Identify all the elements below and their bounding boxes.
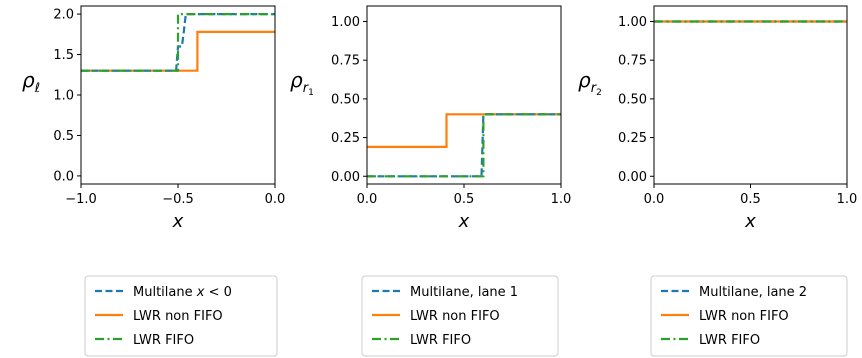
y-tick-label: 0.75: [331, 54, 360, 69]
legend-label: Multilane, lane 2: [699, 285, 807, 300]
series-line: [367, 113, 561, 178]
x-tick-label: 0.0: [644, 192, 665, 207]
x-tick-label: −0.5: [162, 192, 194, 207]
y-tick-label: 1.5: [53, 48, 74, 63]
x-tick-label: 0.5: [740, 192, 761, 207]
y-tick-label: 0.75: [618, 54, 647, 69]
y-tick-label: 0.50: [331, 92, 360, 107]
panel-3: 0.0 0.5 1.0 0.00 0.25 0.50 0.75 1.00 x ρr2 Multila…: [578, 5, 858, 357]
axes-frame: [653, 5, 848, 185]
panel-2: 0.0 0.5 1.0 0.00 0.25 0.50 0.75 1.00 x ρr1 Multila…: [290, 5, 572, 357]
x-axis-label: x: [172, 211, 184, 232]
y-tick-label: 1.00: [618, 15, 647, 30]
y-tick-label: 0.00: [331, 170, 360, 185]
x-tick-label: 0.0: [357, 192, 378, 207]
x-tick-label: −1.0: [65, 192, 97, 207]
legend-frame: [84, 275, 278, 357]
legend-label: LWR FIFO: [133, 333, 194, 348]
legend-label: LWR FIFO: [699, 333, 760, 348]
y-tick-label: 0.25: [331, 131, 360, 146]
y-tick-label: 1.00: [331, 15, 360, 30]
x-tick-label: 0.0: [265, 192, 286, 207]
y-tick-label: 1.0: [53, 89, 74, 104]
legend-label: LWR FIFO: [410, 333, 471, 348]
legend-frame: [650, 275, 848, 357]
x-axis-label: x: [458, 211, 470, 232]
x-tick-label: 0.5: [454, 192, 475, 207]
legend-label: LWR non FIFO: [133, 309, 223, 324]
y-axis-label: ρr1: [290, 68, 314, 98]
series-group: [81, 13, 275, 72]
y-tick-label: 0.25: [618, 131, 647, 146]
y-tick-label: 2.0: [53, 8, 74, 23]
series-line: [81, 13, 275, 72]
legend: Multilane x < 0 LWR non FIFO LWR FIFO: [84, 275, 278, 357]
series-line: [367, 113, 561, 178]
legend-label: LWR non FIFO: [410, 309, 500, 324]
y-axis-label: ρr2: [578, 68, 602, 98]
x-tick-label: 1.0: [837, 192, 858, 207]
series-line: [367, 113, 561, 148]
panel-1: −1.0 −0.5 0.0 0.0 0.5 1.0 1.5 2.0 x ρℓ Multilane x…: [22, 5, 286, 357]
legend-label: LWR non FIFO: [699, 309, 789, 324]
legend: Multilane, lane 1 LWR non FIFO LWR FIFO: [361, 275, 559, 357]
x-axis-label: x: [744, 211, 756, 232]
legend-label: Multilane x < 0: [133, 285, 232, 300]
y-axis-label: ρℓ: [22, 68, 40, 96]
y-tick-label: 0.5: [53, 129, 74, 144]
axes-frame: [366, 5, 562, 185]
legend-frame: [361, 275, 559, 357]
series-group: [367, 113, 561, 178]
legend: Multilane, lane 2 LWR non FIFO LWR FIFO: [650, 275, 848, 357]
y-tick-label: 0.00: [618, 170, 647, 185]
x-tick-label: 1.0: [551, 192, 572, 207]
y-tick-label: 0.50: [618, 92, 647, 107]
legend-label: Multilane, lane 1: [410, 285, 518, 300]
y-tick-label: 0.0: [53, 169, 74, 184]
